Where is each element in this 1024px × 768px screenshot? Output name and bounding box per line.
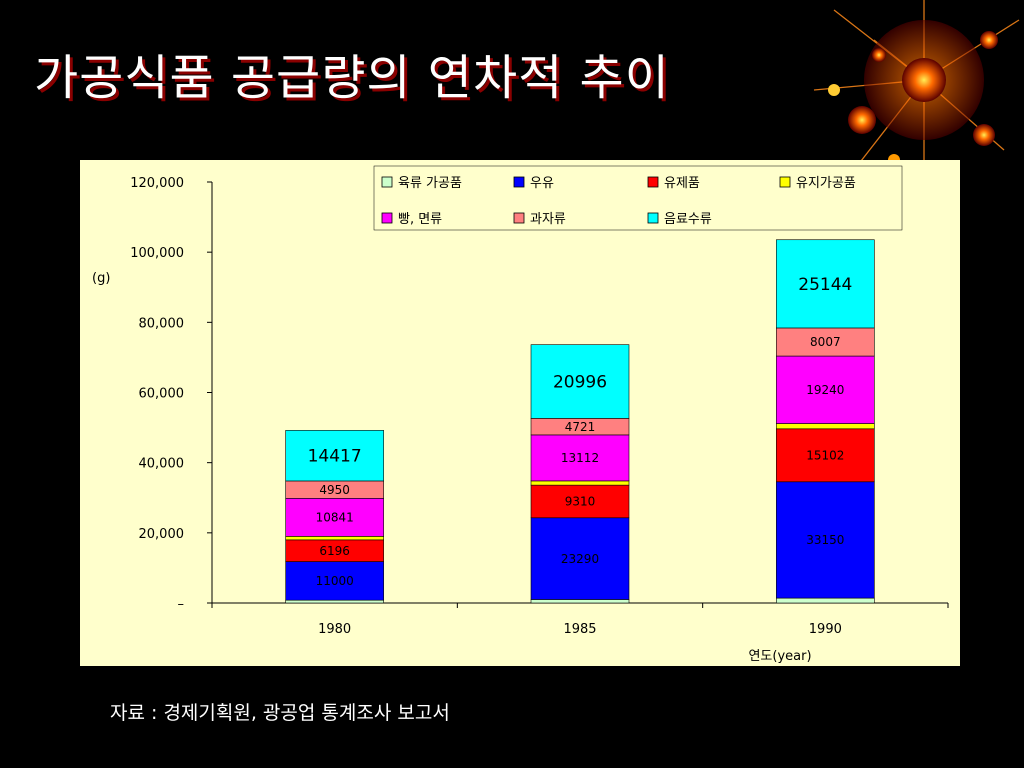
source-note: 자료 : 경제기획원, 광공업 통계조사 보고서 <box>110 702 450 724</box>
x-tick-label: 1990 <box>809 622 842 637</box>
legend-swatch <box>381 212 393 224</box>
data-label: 20996 <box>553 372 607 392</box>
x-tick-label: 1980 <box>318 622 351 637</box>
legend-label: 우유 <box>530 176 554 191</box>
y-axis-label: (g) <box>92 271 110 286</box>
y-tick-label: 120,000 <box>130 176 184 191</box>
data-label: 19240 <box>806 383 844 397</box>
legend-swatch <box>513 212 525 224</box>
bar-segment <box>530 484 630 519</box>
data-label: 11000 <box>316 574 354 588</box>
data-label: 25144 <box>798 275 852 295</box>
data-label: 9310 <box>565 495 596 509</box>
data-label: 15102 <box>806 448 844 462</box>
data-label: 14417 <box>308 447 362 467</box>
bar-segment <box>530 599 630 604</box>
chart-panel: 120,000 100,000 80,000 60,000 40,000 20,000 – 1… <box>80 160 960 666</box>
legend-label: 과자류 <box>530 212 566 227</box>
bar-segment <box>776 428 875 483</box>
legend-swatch <box>647 212 659 224</box>
data-label: 10841 <box>316 511 354 525</box>
legend-label: 음료수류 <box>664 212 712 227</box>
legend-swatch <box>513 176 525 188</box>
stacked-bar-chart: 120,000 100,000 80,000 60,000 40,000 20,000 – 1… <box>92 165 949 664</box>
bar-segment <box>776 597 875 604</box>
bar-segment <box>776 239 875 329</box>
bar-segment <box>285 536 384 541</box>
bar-segment <box>285 599 384 604</box>
y-tick-label: 80,000 <box>139 316 185 331</box>
legend-swatch <box>647 176 659 188</box>
y-tick-label: 20,000 <box>139 527 185 542</box>
data-label: 13112 <box>561 451 599 465</box>
bar-segment <box>776 327 875 357</box>
bar-segment <box>530 434 630 482</box>
x-tick-label: 1985 <box>563 622 596 637</box>
bar-segment <box>285 561 384 601</box>
slide-title: 가공식품 공급량의 연차적 추이 <box>34 50 670 106</box>
bar-segment <box>530 517 630 600</box>
legend-box <box>373 165 903 231</box>
data-label: 4950 <box>319 483 350 497</box>
bar-segment <box>530 344 630 419</box>
x-axis-label: 연도(year) <box>748 649 811 664</box>
data-label: 8007 <box>810 335 841 349</box>
data-label: 23290 <box>561 552 599 566</box>
data-label: 6196 <box>319 544 350 558</box>
bar-segment <box>776 423 875 430</box>
bar-segment <box>285 498 384 537</box>
bar-segment <box>776 481 875 599</box>
bar-segment <box>776 355 875 424</box>
legend-label: 유제품 <box>664 176 700 191</box>
y-tick-label: 100,000 <box>130 246 184 261</box>
bar-segment <box>530 480 630 486</box>
legend-swatch <box>381 176 393 188</box>
legend-label: 빵, 면류 <box>398 212 442 227</box>
legend-swatch <box>779 176 791 188</box>
data-label: 4721 <box>565 420 596 434</box>
y-tick-label: 60,000 <box>139 387 185 402</box>
bar-segment <box>285 430 384 482</box>
data-label: 33150 <box>806 533 844 547</box>
y-tick-label: – <box>178 597 185 612</box>
legend-label: 유지가공품 <box>796 176 856 191</box>
legend-label: 육류 가공품 <box>398 176 462 191</box>
ornament-fireworks-icon <box>813 0 1020 185</box>
y-tick-label: 40,000 <box>139 457 185 472</box>
